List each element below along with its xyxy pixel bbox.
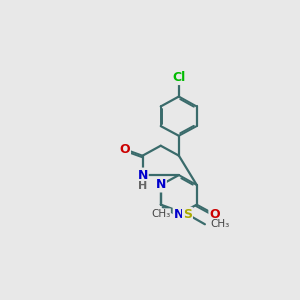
Text: H: H (138, 181, 147, 191)
Text: N: N (137, 169, 148, 182)
Text: CH₃: CH₃ (211, 219, 230, 229)
Text: CH₃: CH₃ (151, 209, 170, 219)
Text: O: O (119, 143, 130, 156)
Text: O: O (209, 208, 220, 221)
Text: N: N (155, 178, 166, 191)
Text: S: S (183, 208, 192, 221)
Text: Cl: Cl (172, 71, 185, 84)
Text: N: N (174, 208, 184, 221)
